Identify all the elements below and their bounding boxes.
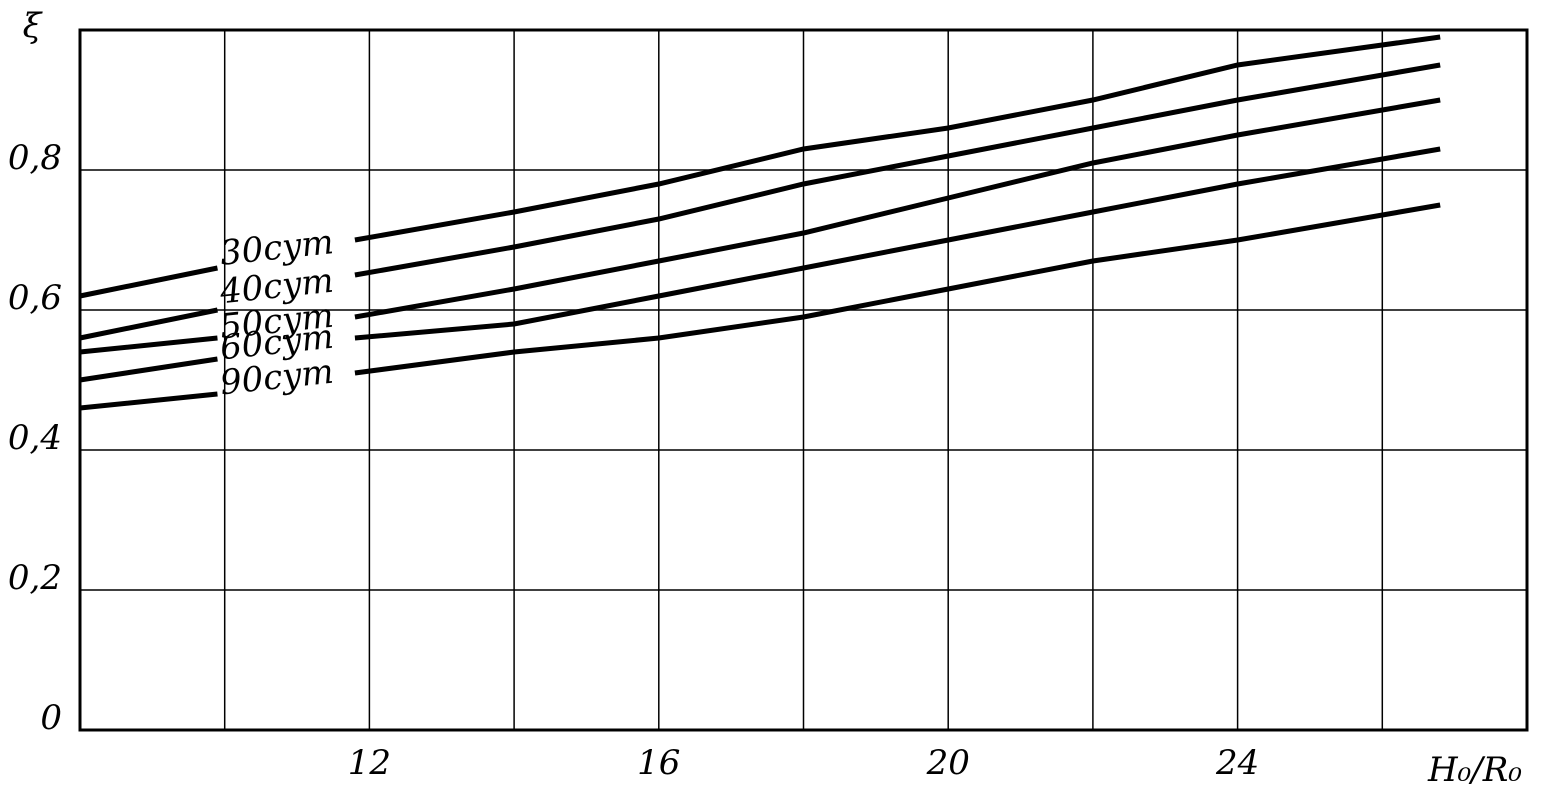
series-line (79, 97, 1441, 355)
y-tick-label: 0,6 (8, 278, 62, 318)
series-line (79, 146, 1441, 383)
series-line (79, 34, 1441, 299)
x-tick-label: 20 (926, 743, 970, 783)
x-tick-label: 16 (637, 743, 680, 783)
x-tick-label: 24 (1215, 743, 1259, 783)
x-axis-label: H₀/R₀ (1427, 750, 1522, 788)
y-tick-label: 0,4 (8, 418, 62, 458)
y-tick-label: 0,8 (8, 138, 62, 178)
y-tick-label: 0,2 (8, 558, 62, 598)
y-tick-label: 0 (40, 698, 62, 738)
x-tick-label: 12 (348, 743, 391, 783)
series-line (79, 202, 1441, 411)
y-axis-label: ξ (23, 6, 44, 46)
series-line (79, 62, 1441, 341)
